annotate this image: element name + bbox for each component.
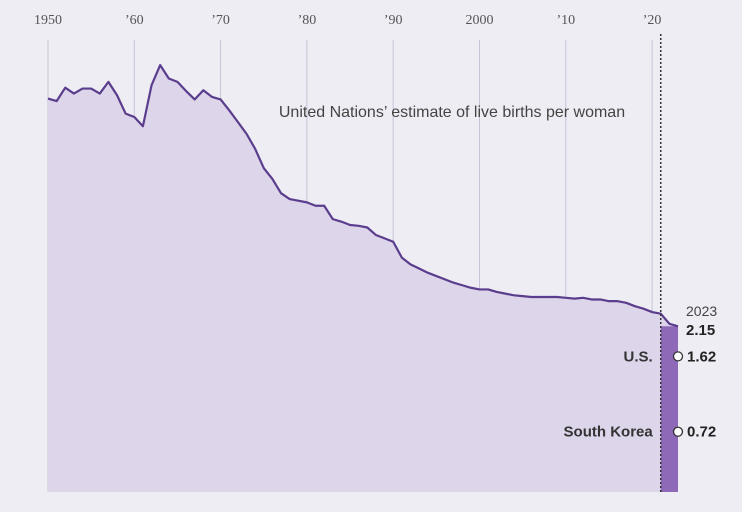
x-tick-label-2000: 2000 bbox=[466, 13, 494, 28]
south-korea-marker bbox=[672, 426, 684, 437]
south-korea-value: 0.72 bbox=[687, 424, 716, 441]
births-area bbox=[48, 65, 678, 493]
us-marker bbox=[672, 351, 684, 362]
chart-annotation: United Nations’ estimate of live births … bbox=[279, 104, 625, 121]
x-tick-label-2020: ’20 bbox=[643, 13, 662, 28]
x-tick-label-1970: ’70 bbox=[211, 13, 230, 28]
south-korea-label: South Korea bbox=[564, 424, 654, 441]
x-tick-label-1950: 1950 bbox=[34, 13, 62, 28]
callout-year-label: 2023 bbox=[686, 303, 717, 319]
x-tick-label-1960: ’60 bbox=[125, 13, 144, 28]
callout-world-value: 2.15 bbox=[686, 322, 715, 339]
us-value: 1.62 bbox=[687, 348, 716, 365]
births-line bbox=[47, 64, 679, 328]
highlight-bar-2021-2023 bbox=[660, 326, 678, 492]
x-tick-label-1980: ’80 bbox=[298, 13, 317, 28]
x-tick-label-1990: ’90 bbox=[384, 13, 403, 28]
x-tick-label-2010: ’10 bbox=[556, 13, 575, 28]
us-label: U.S. bbox=[624, 348, 653, 365]
x-axis-ticks: 1950 ’60 ’70 ’80 ’90 2000 ’10 ’20 bbox=[34, 13, 661, 28]
